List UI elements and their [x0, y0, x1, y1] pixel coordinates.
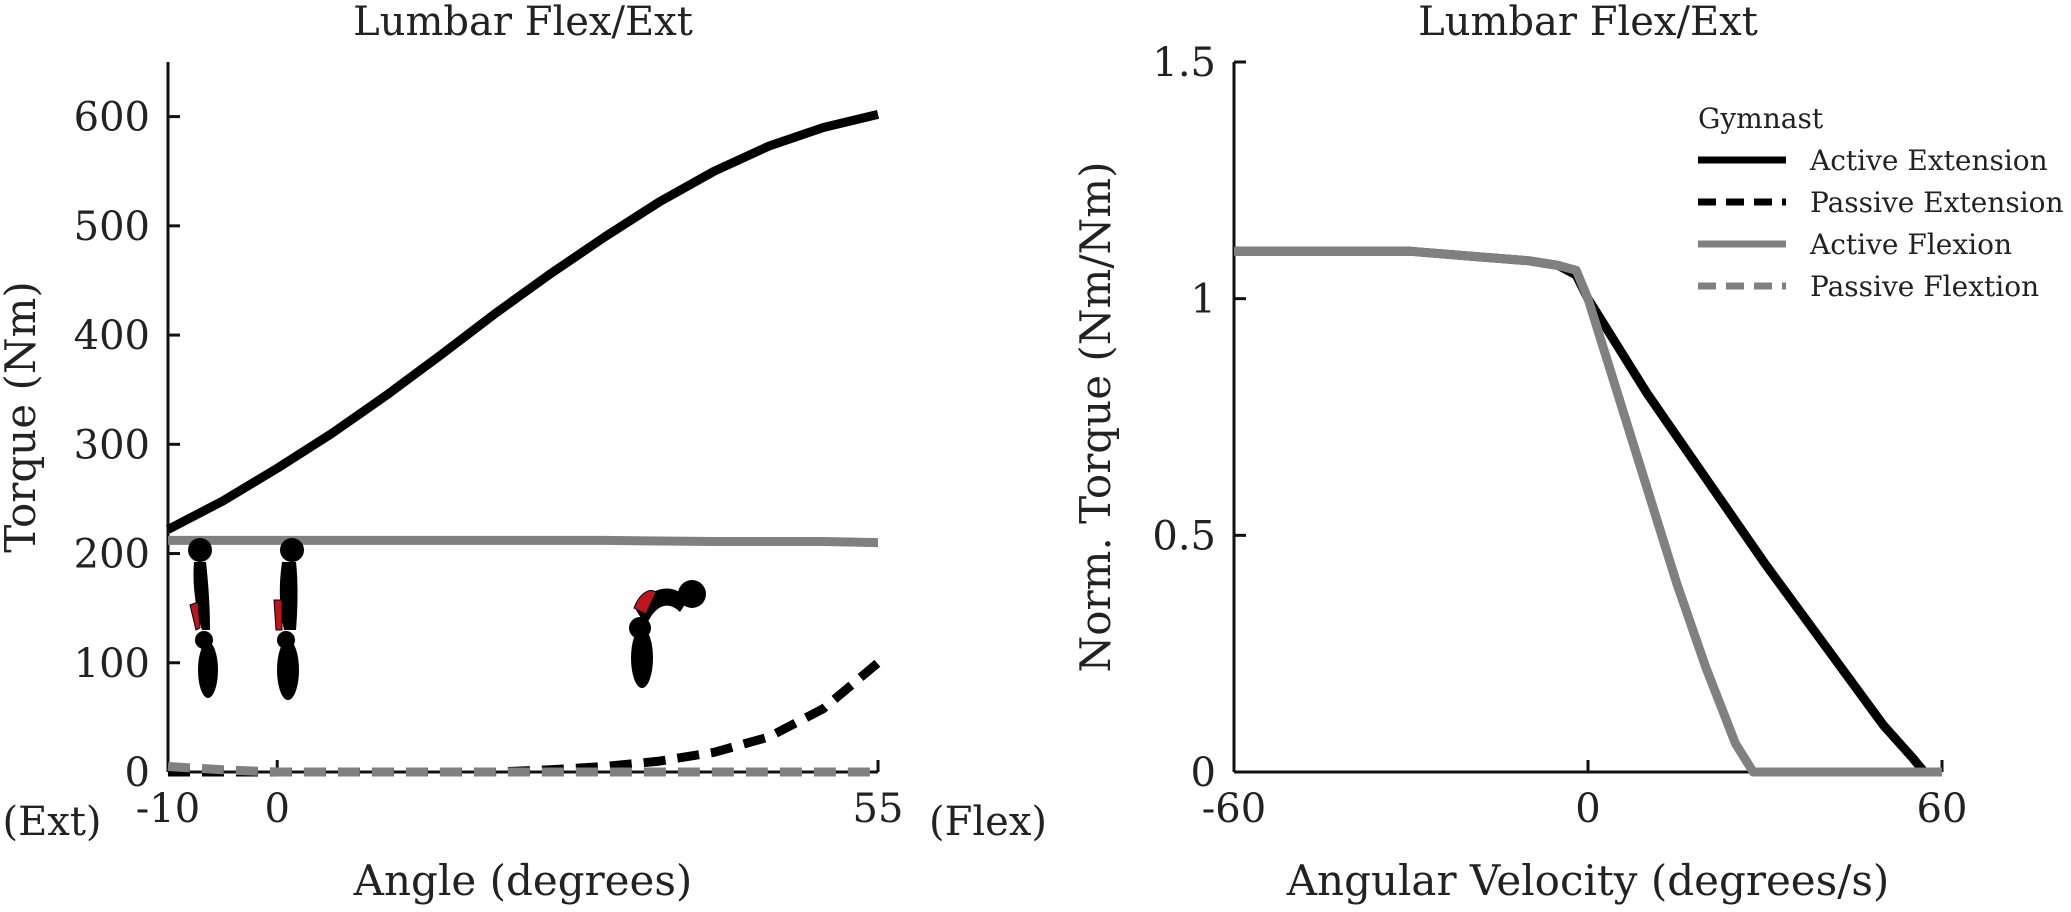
left-x-ticks: -10 0 55 [136, 760, 904, 832]
left-x-axis-label: Angle (degrees) [353, 856, 693, 905]
y-tick-label: 300 [74, 422, 150, 468]
legend-entries: Active Extension Passive Extension Active … [1698, 144, 2064, 303]
y-tick-label: 0 [1191, 750, 1216, 796]
x-tick-label: 55 [853, 786, 904, 832]
legend-label: Passive Extension [1810, 186, 2064, 219]
right-chart-velocity: Lumbar Flex/Ext 00.511.5 -60 0 60 Angular … [1071, 0, 2064, 905]
y-tick-label: 500 [74, 204, 150, 250]
x-tick-label: -60 [1202, 786, 1266, 832]
legend-label: Active Flexion [1809, 228, 2012, 261]
y-tick-label: 1.5 [1152, 40, 1216, 86]
left-y-axis-label: Torque (Nm) [0, 281, 45, 553]
series-line-active-extension [1234, 246, 1942, 777]
left-y-ticks: 0 100 200 300 400 500 600 [74, 95, 180, 796]
right-series [1234, 246, 1942, 777]
x-tick-label: 0 [265, 786, 290, 832]
legend-title: Gymnast [1698, 102, 1824, 135]
right-x-ticks: -60 0 60 [1202, 760, 1968, 832]
series-line-active-extension [165, 110, 880, 534]
x-tick-label: 60 [1917, 786, 1968, 832]
series-line-active-flexion [168, 535, 879, 548]
left-x-end-label-ext: (Ext) [2, 799, 101, 845]
y-tick-label: 100 [74, 641, 150, 687]
right-y-ticks: 0 0.5 1 1.5 [1152, 40, 1246, 796]
x-tick-label: -10 [136, 786, 200, 832]
y-tick-label: 600 [74, 95, 150, 141]
y-tick-label: 200 [74, 532, 150, 578]
legend-label: Active Extension [1809, 144, 2048, 177]
legend: Gymnast Active Extension Passive Extensio… [1698, 102, 2064, 303]
x-tick-label: 0 [1575, 786, 1600, 832]
left-chart-title: Lumbar Flex/Ext [353, 0, 693, 45]
gymnast-neutral-icon [273, 538, 304, 700]
series-line-passive-flextion [167, 762, 878, 777]
y-tick-label: 1 [1191, 277, 1216, 323]
y-tick-label: 400 [74, 313, 150, 359]
right-y-axis-label: Norm. Torque (Nm/Nm) [1071, 162, 1120, 673]
gymnast-extended-icon [188, 538, 218, 698]
right-chart-title: Lumbar Flex/Ext [1418, 0, 1758, 45]
gymnast-flexed-icon [629, 580, 706, 688]
right-x-axis-label: Angular Velocity (degrees/s) [1286, 856, 1890, 905]
series-line-passive-extension [168, 659, 881, 777]
left-series [165, 110, 881, 777]
y-tick-label: 0.5 [1152, 513, 1216, 559]
left-x-end-label-flex: (Flex) [929, 799, 1047, 845]
y-tick-label: 0 [125, 750, 150, 796]
legend-label: Passive Flextion [1810, 270, 2039, 303]
series-line-active-flexion [1234, 246, 1942, 777]
